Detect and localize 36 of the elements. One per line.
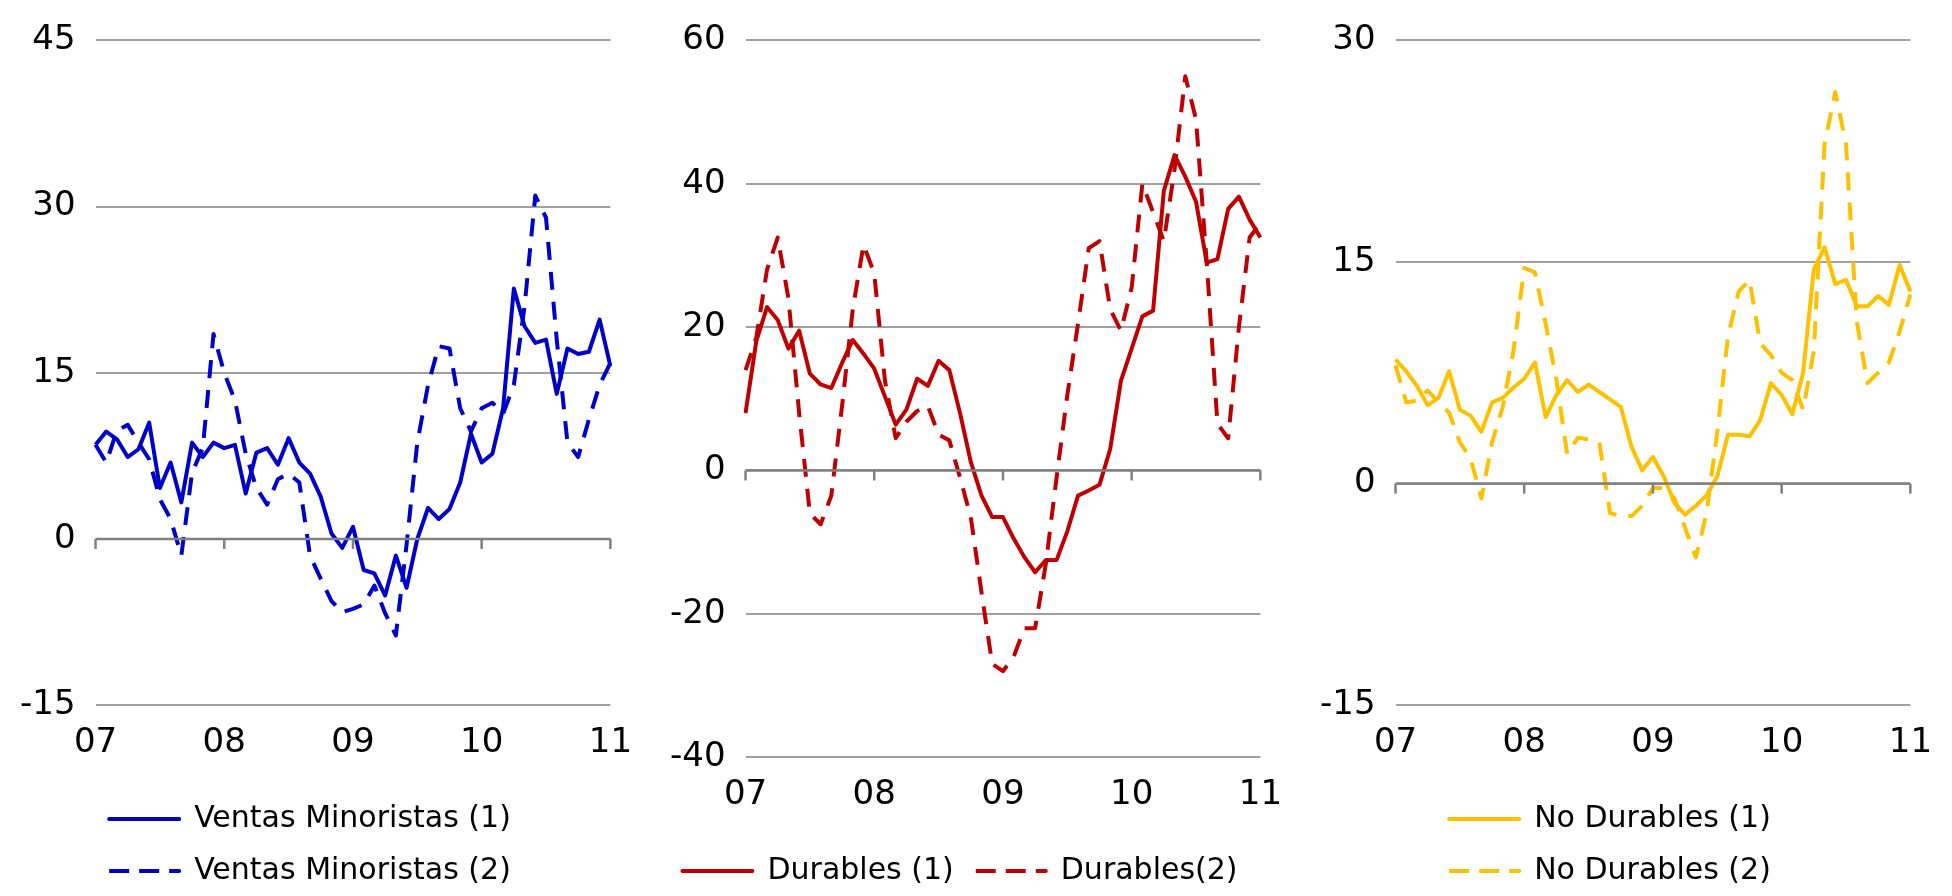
y-tick-label: 0 [1353,460,1376,501]
y-tick-label: 60 [682,17,726,58]
x-tick-label: 10 [1760,720,1804,761]
x-tick-label: 08 [202,720,246,761]
y-tick-label: 15 [32,349,76,390]
y-tick-label: 30 [32,183,76,224]
legend-label: No Durables (1) [1534,798,1771,834]
y-tick-label: 45 [32,17,76,58]
legend-label: Ventas Minoristas (2) [194,850,511,886]
y-tick-label: -20 [669,590,726,631]
x-tick-label: 07 [723,772,768,813]
y-tick-label: 20 [682,303,726,344]
y-tick-label: 0 [53,515,76,556]
y-tick-label: 30 [1332,17,1376,58]
x-tick-label: 10 [460,720,504,761]
legend-label: Ventas Minoristas (1) [194,798,511,834]
y-tick-label: -40 [669,734,726,775]
y-tick-label: 40 [682,160,726,201]
y-tick-label: -15 [1319,682,1376,723]
legend-label: Durables(2) [1060,850,1238,886]
legend-label: No Durables (2) [1534,850,1771,886]
x-tick-label: 07 [1373,720,1418,761]
x-tick-label: 09 [1631,720,1675,761]
x-tick-label: 11 [1238,772,1282,813]
x-tick-label: 09 [331,720,375,761]
x-tick-label: 09 [981,772,1025,813]
y-tick-label: -15 [19,682,76,723]
legend-label: Durables (1) [767,850,954,886]
y-tick-label: 15 [1332,238,1376,279]
x-tick-label: 07 [73,720,118,761]
x-tick-label: 11 [1888,720,1932,761]
x-tick-label: 08 [1502,720,1546,761]
x-tick-label: 11 [588,720,632,761]
y-tick-label: 0 [703,447,726,488]
x-tick-label: 08 [852,772,896,813]
x-tick-label: 10 [1110,772,1154,813]
